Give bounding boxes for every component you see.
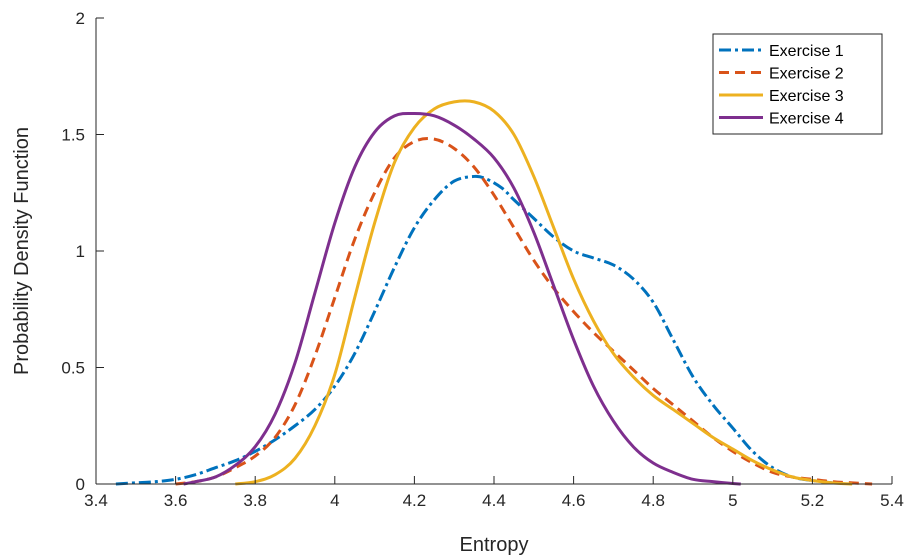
y-tick-label: 0 [76,475,85,494]
series-line-2 [175,137,873,486]
y-tick-label: 2 [76,9,85,28]
x-tick-label: 4 [330,491,339,510]
y-axis-label: Probability Density Function [11,127,33,375]
x-tick-label: 4.2 [403,491,427,510]
legend-label-2: Exercise 2 [769,66,844,83]
axes [95,17,893,485]
y-tick-label: 0.5 [61,359,85,378]
x-tick-label: 5 [728,491,737,510]
y-tick-label: 1 [76,242,85,261]
x-tick-label: 4.4 [482,491,506,510]
x-tick-label: 5.2 [801,491,825,510]
tick-labels: 3.4 3.6 3.8 4 4.2 4.4 4.6 4.8 5 5.2 5.4 0 0.5 1 1.5 2 [61,9,903,510]
legend-label-3: Exercise 3 [769,88,844,105]
x-axis-label: Entropy [460,534,529,556]
x-tick-label: 4.8 [641,491,665,510]
plot-lines [115,99,873,486]
x-tick-label: 3.6 [164,491,188,510]
x-tick-label: 3.4 [84,491,108,510]
legend: Exercise 1 Exercise 2 Exercise 3 Exercise 4 [712,33,883,135]
legend-label-1: Exercise 1 [769,43,844,60]
series-line-1 [115,174,833,486]
x-tick-label: 4.6 [562,491,586,510]
x-tick-label: 5.4 [880,491,904,510]
x-tick-label: 3.8 [243,491,267,510]
legend-label-4: Exercise 4 [769,111,844,128]
y-tick-label: 1.5 [61,126,85,145]
series-line-3 [235,99,853,486]
series-line-4 [183,111,741,486]
